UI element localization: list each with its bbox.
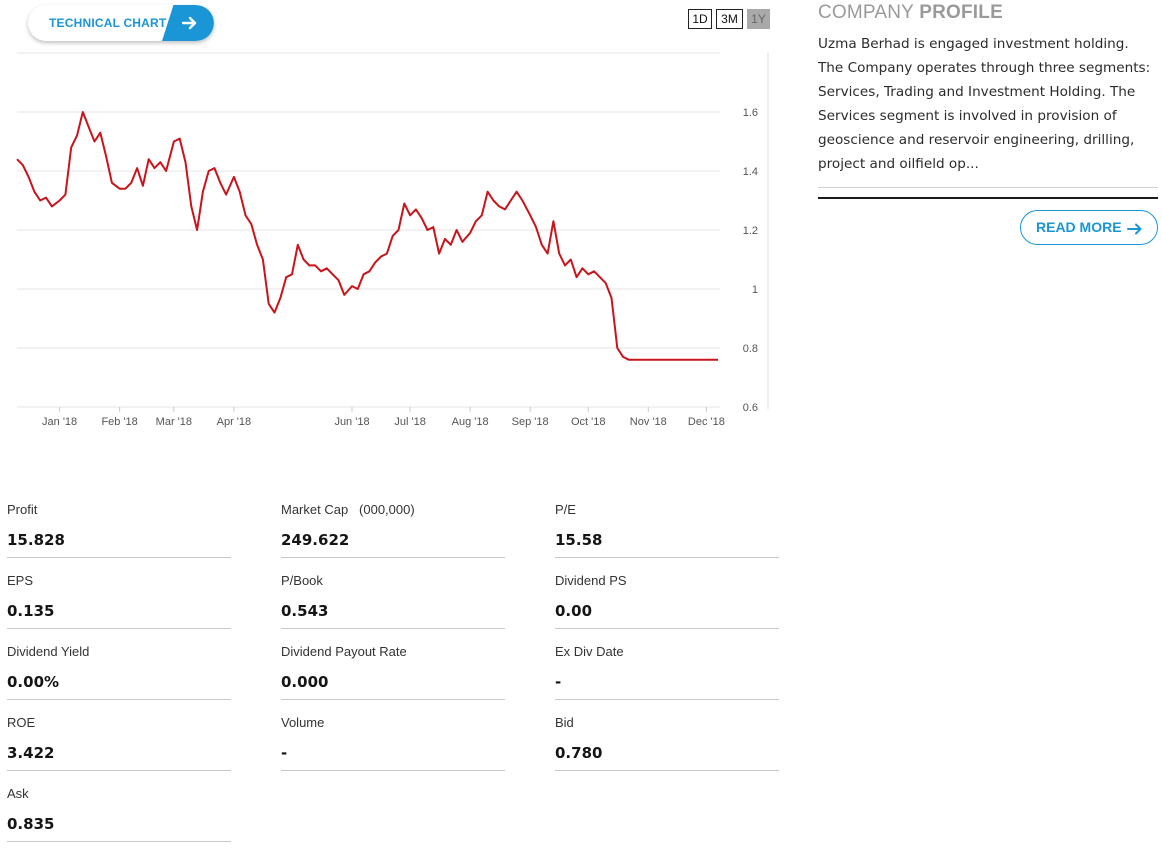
divider <box>281 770 505 771</box>
company-profile-title: COMPANY PROFILE <box>818 2 1003 24</box>
divider <box>7 841 231 842</box>
x-tick-label: Mar '18 <box>156 416 192 428</box>
read-more-label: READ MORE <box>1036 219 1122 235</box>
stat-roe: ROE 3.422 <box>7 715 231 771</box>
stat-dividend-payout-rate: Dividend Payout Rate 0.000 <box>281 644 505 700</box>
stat-value: - <box>555 673 562 691</box>
stat-label: P/E <box>555 502 576 517</box>
stat-value: 0.00% <box>7 673 60 691</box>
x-tick-label: Apr '18 <box>217 416 252 428</box>
arrow-right-icon <box>1127 223 1142 235</box>
stat-dividend-ps: Dividend PS 0.00 <box>555 573 779 629</box>
stat-value: 0.135 <box>7 602 55 620</box>
stat-label: Dividend PS <box>555 573 627 588</box>
arrow-right-icon <box>162 5 214 41</box>
stat-label: ROE <box>7 715 36 730</box>
divider <box>7 557 231 558</box>
y-tick-label: 0.8 <box>743 343 758 355</box>
divider <box>7 770 231 771</box>
stat-label: Dividend Payout Rate <box>281 644 407 659</box>
x-tick-label: Feb '18 <box>101 416 137 428</box>
divider <box>555 770 779 771</box>
stat-label: Profit <box>7 502 38 517</box>
x-tick-label: Nov '18 <box>630 416 667 428</box>
stat-label: Ex Div Date <box>555 644 624 659</box>
stat-label: Bid <box>555 715 574 730</box>
x-tick-label: Oct '18 <box>571 416 606 428</box>
stat-value: 0.780 <box>555 744 603 762</box>
stat-pe: P/E 15.58 <box>555 502 779 558</box>
divider <box>281 557 505 558</box>
x-tick-label: Sep '18 <box>512 416 549 428</box>
x-tick-label: Dec '18 <box>688 416 725 428</box>
x-tick-label: Jan '18 <box>42 416 77 428</box>
range-1y-button[interactable]: 1Y <box>747 9 770 29</box>
y-tick-label: 1.2 <box>743 225 758 237</box>
stat-label: Dividend Yield <box>7 644 90 659</box>
stat-ex-div-date: Ex Div Date - <box>555 644 779 700</box>
stat-volume: Volume - <box>281 715 505 771</box>
read-more-button[interactable]: READ MORE <box>1020 210 1158 245</box>
stat-value: 0.00 <box>555 602 593 620</box>
stat-value: 0.000 <box>281 673 329 691</box>
divider <box>818 187 1158 188</box>
divider <box>7 699 231 700</box>
divider <box>555 628 779 629</box>
divider <box>281 699 505 700</box>
stat-market-cap: Market Cap (000,000) 249.622 <box>281 502 505 558</box>
y-tick-label: 1.4 <box>743 166 758 178</box>
stat-eps: EPS 0.135 <box>7 573 231 629</box>
stat-bid: Bid 0.780 <box>555 715 779 771</box>
stat-label: Market Cap (000,000) <box>281 502 415 517</box>
stat-dividend-yield: Dividend Yield 0.00% <box>7 644 231 700</box>
stat-value: 15.828 <box>7 531 65 549</box>
range-1d-button[interactable]: 1D <box>688 9 712 29</box>
stat-ask: Ask 0.835 <box>7 786 231 842</box>
range-3m-button[interactable]: 3M <box>716 9 743 29</box>
stat-label: P/Book <box>281 573 323 588</box>
stat-value: - <box>281 744 288 762</box>
profile-title-bold: PROFILE <box>919 2 1003 23</box>
x-tick-label: Jul '18 <box>394 416 425 428</box>
technical-chart-button[interactable]: TECHNICAL CHART <box>28 5 214 41</box>
y-tick-label: 1.6 <box>743 107 758 119</box>
stat-profit: Profit 15.828 <box>7 502 231 558</box>
stat-value: 249.622 <box>281 531 350 549</box>
divider <box>7 628 231 629</box>
stat-value: 15.58 <box>555 531 603 549</box>
divider <box>818 197 1158 199</box>
x-tick-label: Aug '18 <box>452 416 489 428</box>
profile-title-light: COMPANY <box>818 2 914 23</box>
stat-value: 3.422 <box>7 744 55 762</box>
company-description: Uzma Berhad is engaged investment holdin… <box>818 36 1151 172</box>
divider <box>555 699 779 700</box>
stat-label: Ask <box>7 786 29 801</box>
stat-p-book: P/Book 0.543 <box>281 573 505 629</box>
price-series-line <box>16 111 718 361</box>
stat-value: 0.835 <box>7 815 55 833</box>
divider <box>555 557 779 558</box>
y-tick-label: 1 <box>752 284 758 296</box>
x-tick-label: Jun '18 <box>334 416 369 428</box>
stat-label: EPS <box>7 573 34 588</box>
y-tick-label: 0.6 <box>743 402 758 414</box>
price-chart: 1.6 1.4 1.2 1 0.8 0.6 Jan '18 Feb '18 Mar '18 Apr… <box>16 52 769 428</box>
divider <box>281 628 505 629</box>
stat-label: Volume <box>281 715 325 730</box>
stat-value: 0.543 <box>281 602 329 620</box>
technical-chart-label: TECHNICAL CHART <box>49 16 167 30</box>
